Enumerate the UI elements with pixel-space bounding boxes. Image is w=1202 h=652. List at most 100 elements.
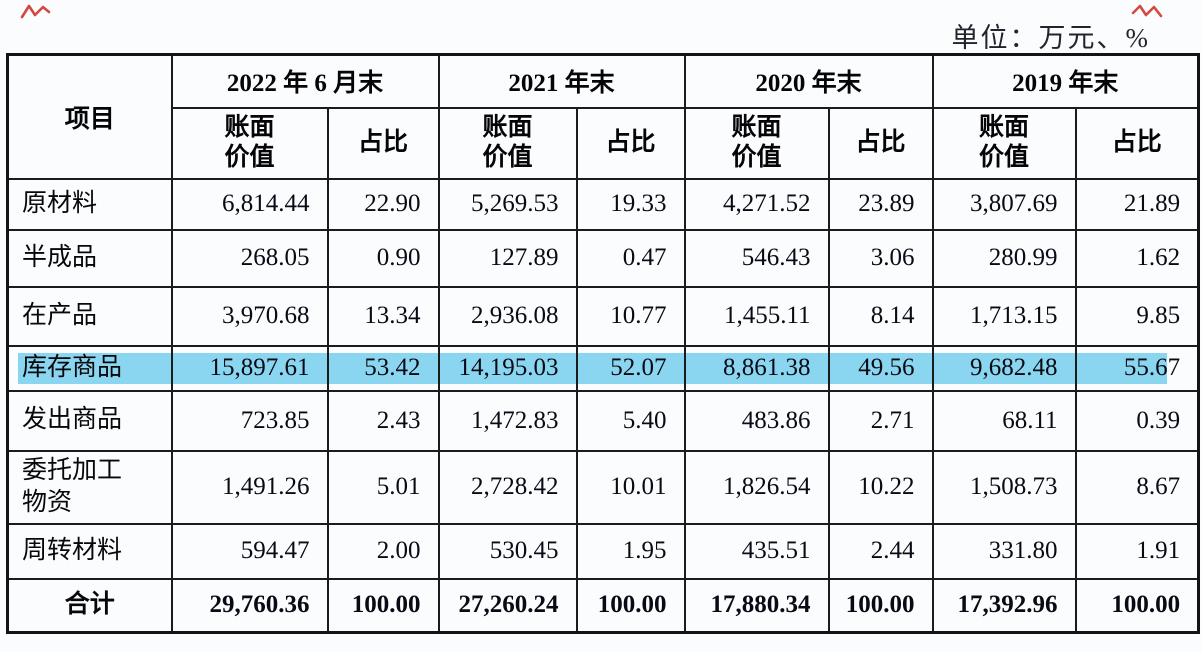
table-row-semi-finished: 半成品 268.05 0.90 127.89 0.47 546.43 3.06 … (6, 228, 1200, 288)
inventory-table-container: 项目 2022 年 6 月末 2021 年末 2020 年末 2019 年末 账… (6, 53, 1201, 634)
table-cell: 9.85 (1074, 285, 1200, 347)
red-scribble-left (20, 4, 51, 19)
header-row-periods: 项目 2022 年 6 月末 2021 年末 2020 年末 2019 年末 (6, 53, 1200, 180)
item-column-header: 项目 (6, 53, 173, 180)
table-row-inventory-goods-highlighted: 库存商品 15,897.61 53.42 14,195.03 52.07 8,8… (6, 344, 1200, 392)
table-cell: 2,936.08 (437, 285, 578, 347)
table-row-revolving-materials: 周转材料 594.47 2.00 530.45 1.95 435.51 2.44… (6, 522, 1200, 580)
table-cell: 268.05 (170, 228, 329, 288)
table-cell: 29,760.36 (170, 577, 329, 634)
table-cell: 49.56 (827, 344, 934, 392)
table-cell: 1,713.15 (931, 285, 1077, 347)
table-cell: 2.43 (326, 389, 440, 452)
table-cell: 8.14 (827, 285, 934, 347)
row-label: 库存商品 (6, 344, 173, 392)
table-cell: 0.90 (326, 228, 440, 288)
inventory-composition-table: 项目 2022 年 6 月末 2021 年末 2020 年末 2019 年末 账… (6, 53, 1201, 634)
table-cell: 22.90 (326, 177, 440, 231)
table-cell: 530.45 (437, 522, 578, 580)
table-cell: 68.11 (931, 389, 1077, 452)
red-scribble-right (1131, 4, 1163, 18)
table-cell: 1,455.11 (683, 285, 830, 347)
period-header-2022h1: 2022 年 6 月末 (170, 53, 440, 109)
book-value-header: 账面 价值 (437, 106, 578, 180)
table-cell: 8.67 (1074, 449, 1200, 525)
table-cell: 100.00 (326, 577, 440, 634)
table-cell: 546.43 (683, 228, 830, 288)
table-cell: 1.95 (575, 522, 686, 580)
table-cell: 2,728.42 (437, 449, 578, 525)
table-cell: 723.85 (170, 389, 329, 452)
ratio-header: 占比 (575, 106, 686, 180)
table-cell: 8,861.38 (683, 344, 830, 392)
table-cell: 0.39 (1074, 389, 1200, 452)
table-cell: 435.51 (683, 522, 830, 580)
table-cell: 15,897.61 (170, 344, 329, 392)
table-row-consigned-materials: 委托加工 物资 1,491.26 5.01 2,728.42 10.01 1,8… (6, 449, 1200, 525)
table-cell: 13.34 (326, 285, 440, 347)
table-cell: 21.89 (1074, 177, 1200, 231)
unit-label: 单位：万元、% (951, 23, 1150, 53)
book-value-header: 账面 价值 (170, 106, 329, 180)
table-cell: 53.42 (326, 344, 440, 392)
header-row-measures: 账面 价值 占比 账面 价值 占比 账面 价值 占比 账面 价值 占比 (8, 106, 1200, 180)
table-cell: 100.00 (575, 577, 686, 634)
table-cell: 5.01 (326, 449, 440, 525)
table-cell: 2.71 (827, 389, 934, 452)
table-cell: 100.00 (1074, 577, 1200, 634)
table-cell: 17,392.96 (931, 577, 1077, 634)
table-cell: 5.40 (575, 389, 686, 452)
table-cell: 17,880.34 (683, 577, 830, 634)
table-cell: 1,491.26 (170, 449, 329, 525)
table-row-total: 合计 29,760.36 100.00 27,260.24 100.00 17,… (6, 577, 1200, 634)
table-cell: 1.62 (1074, 228, 1200, 288)
table-cell: 3.06 (827, 228, 934, 288)
table-row-work-in-progress: 在产品 3,970.68 13.34 2,936.08 10.77 1,455.… (6, 285, 1200, 347)
table-cell: 55.67 (1074, 344, 1200, 392)
table-cell: 0.47 (575, 228, 686, 288)
book-value-header: 账面 价值 (931, 106, 1077, 180)
table-cell: 1,472.83 (437, 389, 578, 452)
table-cell: 483.86 (683, 389, 830, 452)
row-label: 委托加工 物资 (6, 449, 173, 525)
ratio-header: 占比 (1074, 106, 1200, 180)
table-row-raw-materials: 原材料 6,814.44 22.90 5,269.53 19.33 4,271.… (6, 177, 1200, 231)
table-cell: 280.99 (931, 228, 1077, 288)
row-label: 合计 (6, 577, 173, 634)
row-label: 在产品 (6, 285, 173, 347)
row-label: 发出商品 (6, 389, 173, 452)
row-label: 原材料 (6, 177, 173, 231)
table-cell: 10.22 (827, 449, 934, 525)
table-cell: 10.77 (575, 285, 686, 347)
table-cell: 19.33 (575, 177, 686, 231)
row-label: 周转材料 (6, 522, 173, 580)
period-header-2021: 2021 年末 (437, 53, 686, 109)
period-header-2020: 2020 年末 (683, 53, 934, 109)
ratio-header: 占比 (827, 106, 934, 180)
ratio-header: 占比 (326, 106, 440, 180)
table-cell: 6,814.44 (170, 177, 329, 231)
table-cell: 2.00 (326, 522, 440, 580)
row-label: 半成品 (6, 228, 173, 288)
table-cell: 5,269.53 (437, 177, 578, 231)
book-value-header: 账面 价值 (683, 106, 830, 180)
table-cell: 127.89 (437, 228, 578, 288)
table-cell: 1.91 (1074, 522, 1200, 580)
table-cell: 331.80 (931, 522, 1077, 580)
table-cell: 3,970.68 (170, 285, 329, 347)
table-cell: 3,807.69 (931, 177, 1077, 231)
table-cell: 1,508.73 (931, 449, 1077, 525)
table-cell: 10.01 (575, 449, 686, 525)
table-cell: 9,682.48 (931, 344, 1077, 392)
table-cell: 23.89 (827, 177, 934, 231)
table-cell: 1,826.54 (683, 449, 830, 525)
table-cell: 27,260.24 (437, 577, 578, 634)
table-cell: 2.44 (827, 522, 934, 580)
table-cell: 4,271.52 (683, 177, 830, 231)
table-cell: 52.07 (575, 344, 686, 392)
period-header-2019: 2019 年末 (931, 53, 1200, 109)
table-cell: 594.47 (170, 522, 329, 580)
table-row-goods-shipped: 发出商品 723.85 2.43 1,472.83 5.40 483.86 2.… (6, 389, 1200, 452)
table-cell: 14,195.03 (437, 344, 578, 392)
table-cell: 100.00 (827, 577, 934, 634)
